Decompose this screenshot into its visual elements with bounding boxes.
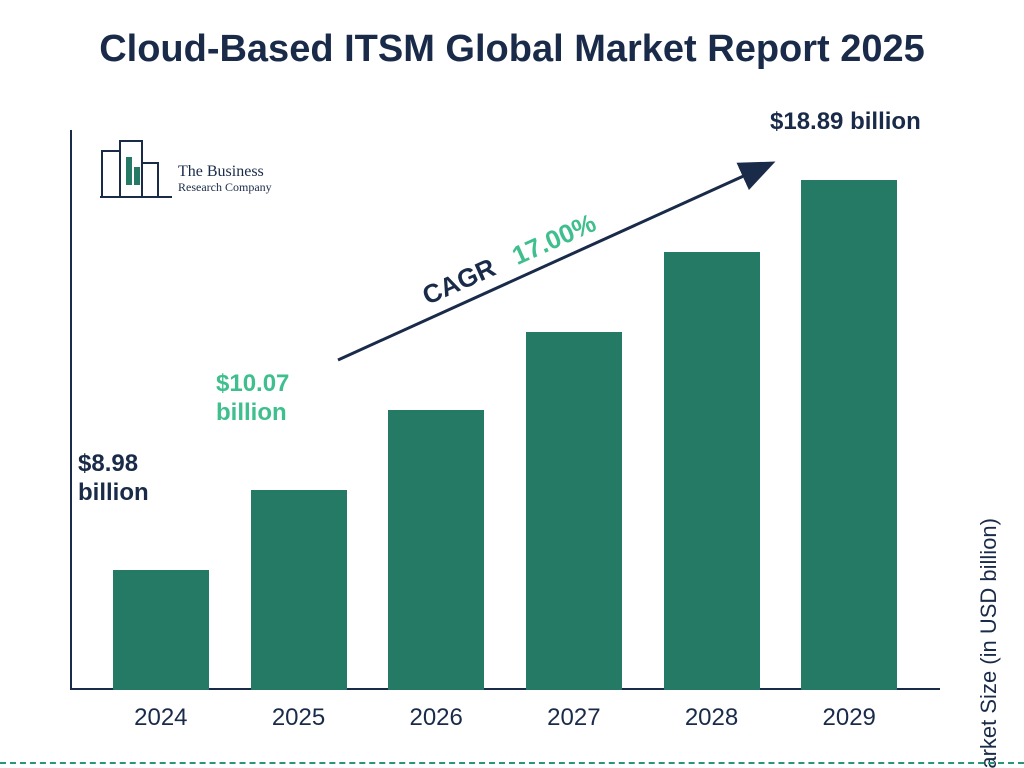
x-tick-label: 2027 [505, 704, 643, 732]
x-tick-label: 2024 [92, 704, 230, 732]
value-label: $10.07billion [216, 370, 289, 428]
bar [388, 410, 484, 690]
bar-slot [505, 332, 643, 690]
x-labels: 202420252026202720282029 [70, 704, 940, 732]
x-tick-label: 2025 [230, 704, 368, 732]
bar [526, 332, 622, 690]
bar [664, 252, 760, 690]
page-title: Cloud-Based ITSM Global Market Report 20… [0, 28, 1024, 72]
bar [801, 180, 897, 690]
bar-slot [230, 490, 368, 690]
bar [113, 570, 209, 690]
x-tick-label: 2026 [367, 704, 505, 732]
bottom-dashed-rule [0, 762, 1024, 764]
x-tick-label: 2029 [780, 704, 918, 732]
bar-slot [92, 570, 230, 690]
bars-group [70, 130, 940, 690]
x-tick-label: 2028 [643, 704, 781, 732]
bar-slot [780, 180, 918, 690]
y-axis-title: Market Size (in USD billion) [976, 518, 1002, 768]
value-label: $8.98billion [78, 450, 149, 508]
value-label: $18.89 billion [770, 108, 921, 137]
chart-area [70, 130, 940, 690]
bar-slot [643, 252, 781, 690]
title-text: Cloud-Based ITSM Global Market Report 20… [99, 28, 925, 70]
bar [251, 490, 347, 690]
chart-container: Cloud-Based ITSM Global Market Report 20… [0, 0, 1024, 768]
bar-slot [367, 410, 505, 690]
